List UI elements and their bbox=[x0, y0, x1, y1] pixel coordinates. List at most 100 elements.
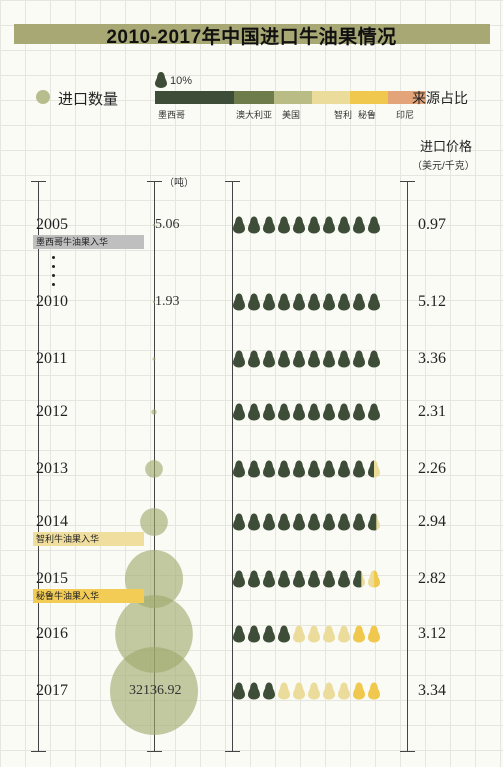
price-label: 3.12 bbox=[418, 625, 446, 642]
source-avocado bbox=[353, 625, 365, 643]
source-avocado bbox=[278, 625, 290, 643]
source-legend-swatch bbox=[155, 91, 234, 104]
source-avocado bbox=[323, 460, 335, 478]
source-axis-cap-bottom bbox=[225, 751, 240, 752]
source-avocado bbox=[263, 216, 275, 234]
amount-label: 1.93 bbox=[155, 294, 180, 309]
source-legend-label: 秘鲁 bbox=[358, 110, 377, 120]
source-avocado bbox=[353, 403, 365, 421]
source-avocado bbox=[368, 570, 380, 588]
source-avocado bbox=[308, 570, 320, 588]
source-avocado bbox=[293, 216, 305, 234]
source-avocado bbox=[278, 460, 290, 478]
price-axis bbox=[407, 181, 408, 752]
source-avocado bbox=[338, 460, 350, 478]
source-avocado bbox=[263, 682, 275, 700]
source-avocado bbox=[233, 460, 245, 478]
source-avocado bbox=[263, 625, 275, 643]
price-label: 5.12 bbox=[418, 293, 446, 310]
source-avocado bbox=[248, 682, 260, 700]
amount-bubble bbox=[151, 409, 157, 415]
price-label: 2.82 bbox=[418, 570, 446, 587]
source-avocado bbox=[308, 625, 320, 643]
source-avocado bbox=[323, 403, 335, 421]
source-avocado bbox=[263, 350, 275, 368]
source-legend-label: 印尼 bbox=[396, 110, 415, 120]
source-avocado bbox=[233, 293, 245, 311]
source-avocado bbox=[278, 570, 290, 588]
source-avocado bbox=[263, 570, 275, 588]
source-avocado bbox=[233, 682, 245, 700]
source-avocado bbox=[278, 216, 290, 234]
source-avocado bbox=[323, 625, 335, 643]
amount-axis-cap-bottom bbox=[147, 751, 162, 752]
source-avocado bbox=[248, 513, 260, 531]
source-avocado bbox=[338, 403, 350, 421]
source-avocado bbox=[368, 625, 380, 643]
year-label: 2011 bbox=[36, 350, 68, 367]
source-legend-label: 墨西哥 bbox=[158, 110, 186, 120]
year-label: 2015 bbox=[36, 570, 68, 587]
source-avocado bbox=[308, 216, 320, 234]
ellipsis-dots bbox=[52, 256, 56, 292]
source-avocado bbox=[368, 513, 380, 531]
source-avocado bbox=[338, 293, 350, 311]
source-avocado bbox=[263, 403, 275, 421]
source-avocado bbox=[353, 350, 365, 368]
source-avocado bbox=[248, 350, 260, 368]
source-avocado bbox=[233, 625, 245, 643]
year-label: 2013 bbox=[36, 460, 68, 477]
source-avocado bbox=[278, 350, 290, 368]
price-label: 3.34 bbox=[418, 682, 446, 699]
source-avocado bbox=[338, 216, 350, 234]
source-avocado bbox=[353, 682, 365, 700]
source-avocado bbox=[233, 216, 245, 234]
source-avocado bbox=[368, 216, 380, 234]
count-legend-dot bbox=[36, 90, 50, 104]
price-unit: （美元/千克） bbox=[412, 161, 475, 172]
amount-label: 32136.92 bbox=[129, 683, 182, 698]
source-avocado bbox=[338, 513, 350, 531]
avocado-icon bbox=[155, 72, 167, 88]
source-avocado bbox=[293, 350, 305, 368]
source-avocado bbox=[338, 625, 350, 643]
source-avocado bbox=[323, 570, 335, 588]
year-label: 2012 bbox=[36, 403, 68, 420]
year-label: 2016 bbox=[36, 625, 68, 642]
source-avocado bbox=[323, 293, 335, 311]
source-avocado bbox=[293, 570, 305, 588]
source-avocado bbox=[293, 682, 305, 700]
source-avocado bbox=[248, 625, 260, 643]
amount-bubble bbox=[152, 223, 156, 227]
source-avocado bbox=[368, 403, 380, 421]
source-avocado bbox=[278, 293, 290, 311]
price-axis-cap-bottom bbox=[400, 751, 415, 752]
source-avocado bbox=[308, 682, 320, 700]
source-avocado bbox=[233, 570, 245, 588]
amount-bubble bbox=[152, 357, 156, 361]
source-avocado bbox=[293, 293, 305, 311]
source-avocado bbox=[338, 682, 350, 700]
source-avocado bbox=[353, 460, 365, 478]
source-avocado bbox=[338, 350, 350, 368]
source-avocado bbox=[308, 293, 320, 311]
source-avocado bbox=[308, 403, 320, 421]
chart-title: 2010-2017年中国进口牛油果情况 bbox=[106, 27, 397, 48]
source-avocado bbox=[278, 403, 290, 421]
price-title: 进口价格 bbox=[420, 139, 473, 154]
source-legend-swatch bbox=[234, 91, 274, 104]
source-avocado bbox=[248, 403, 260, 421]
source-legend-swatch bbox=[388, 91, 426, 104]
source-avocado bbox=[233, 403, 245, 421]
source-avocado bbox=[323, 682, 335, 700]
source-avocado bbox=[293, 460, 305, 478]
source-avocado bbox=[263, 293, 275, 311]
source-legend-swatch bbox=[350, 91, 388, 104]
year-axis-cap-top bbox=[31, 181, 46, 182]
title-bar bbox=[14, 24, 490, 44]
source-avocado bbox=[353, 570, 365, 588]
source-avocado bbox=[278, 513, 290, 531]
source-legend-label: 美国 bbox=[282, 110, 301, 120]
amount-label: 5.06 bbox=[155, 217, 180, 232]
